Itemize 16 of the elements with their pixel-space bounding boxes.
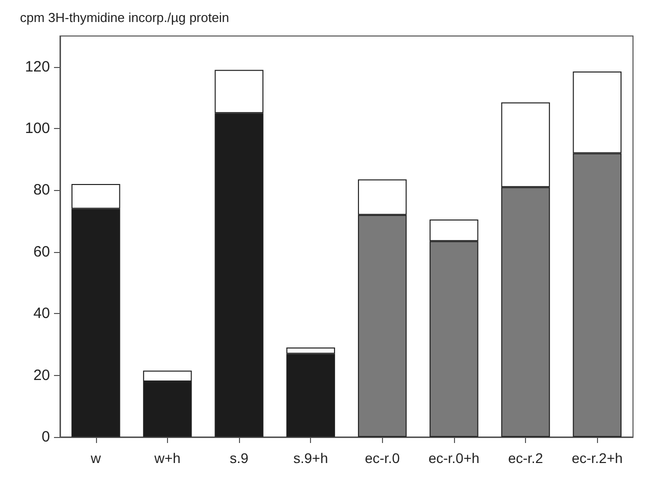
x-tick-label: ec-r.0 [364, 450, 400, 466]
x-tick-label: s.9+h [293, 450, 328, 466]
x-tick-label: s.9 [230, 450, 249, 466]
x-tick-label: w [90, 450, 102, 466]
x-tick-label: ec-r.2 [508, 450, 544, 466]
y-tick-label: 0 [42, 428, 50, 446]
x-tick-label: ec-r.0+h [428, 450, 480, 466]
y-tick-label: 80 [33, 182, 50, 199]
y-tick-label: 120 [24, 58, 50, 76]
x-tick-label: w+h [153, 450, 180, 466]
y-tick-label: 40 [33, 305, 50, 322]
y-tick-label: 20 [33, 366, 50, 384]
x-tick-label: ec-r.2+h [572, 450, 623, 466]
y-tick-label: 60 [33, 243, 50, 260]
y-axis-title: cpm 3H-thymidine incorp./µg protein [20, 10, 230, 25]
y-tick-label: 100 [24, 120, 50, 138]
